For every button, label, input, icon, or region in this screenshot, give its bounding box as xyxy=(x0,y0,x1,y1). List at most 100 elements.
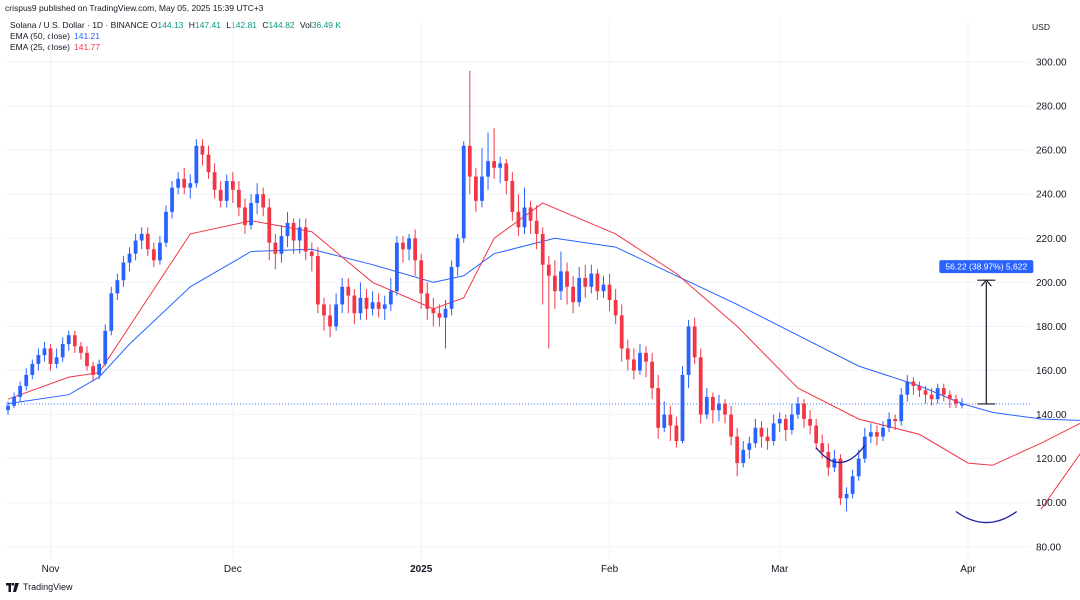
candle-body xyxy=(680,374,685,442)
y-tick-label: 300.00 xyxy=(1036,58,1067,69)
ema50-line xyxy=(7,237,1080,421)
candle-body xyxy=(322,304,326,316)
candle-body xyxy=(540,233,545,265)
candle-body xyxy=(48,348,53,364)
candle-body xyxy=(200,145,205,155)
ema50-legend-row[interactable]: EMA (50, close) 141.21 xyxy=(10,31,344,42)
candle-body xyxy=(875,432,879,437)
y-tick-label: 240.00 xyxy=(1036,190,1067,201)
ema25-value: 141.77 xyxy=(74,42,100,52)
candle-body xyxy=(668,414,673,426)
candle-body xyxy=(303,227,308,252)
candle-body xyxy=(899,394,904,422)
candle-body xyxy=(158,242,162,261)
candle-body xyxy=(929,394,934,400)
candle-body xyxy=(66,335,71,345)
candle-body xyxy=(170,187,174,212)
candle-body xyxy=(425,293,430,309)
candle-body xyxy=(510,181,515,212)
symbol-name[interactable]: Solana / U.S. Dollar · 1D · BINANCE xyxy=(10,20,149,30)
candle-body xyxy=(911,381,916,386)
y-tick-label: 140.00 xyxy=(1036,410,1067,421)
candle-body xyxy=(777,418,782,424)
candle-body xyxy=(237,189,241,208)
chart-legend: Solana / U.S. Dollar · 1D · BINANCE O 144… xyxy=(10,20,344,53)
candle-body xyxy=(516,211,521,228)
candle-body xyxy=(619,315,624,349)
candle-body xyxy=(455,238,460,267)
volume-key: Vol xyxy=(299,20,312,30)
candle-body xyxy=(698,357,703,415)
candle-body xyxy=(717,403,721,411)
candle-body xyxy=(309,251,314,256)
ema25-legend-row[interactable]: EMA (25, close) 141.77 xyxy=(10,42,344,53)
candle-body xyxy=(6,405,10,411)
candle-body xyxy=(650,361,654,389)
candle-body xyxy=(601,284,606,292)
candle-body xyxy=(194,145,199,184)
candle-body xyxy=(467,145,472,177)
candle-body xyxy=(783,418,788,430)
candle-body xyxy=(571,286,575,303)
candle-body xyxy=(431,308,436,314)
candle-body xyxy=(164,211,168,243)
footer-brand-text: TradingView xyxy=(23,582,73,592)
candle-body xyxy=(686,326,691,375)
candle-body xyxy=(115,280,120,294)
candle-body xyxy=(437,313,442,318)
candle-body xyxy=(486,161,490,177)
candle-body xyxy=(917,385,922,391)
close-value: 144.82 xyxy=(268,20,295,30)
candle-body xyxy=(625,348,630,360)
x-tick-label: Apr xyxy=(960,564,976,575)
candle-body xyxy=(656,388,661,428)
candle-body xyxy=(401,242,405,250)
candle-body xyxy=(662,414,667,428)
candle-body xyxy=(18,385,23,397)
candle-body xyxy=(552,275,557,292)
candle-body xyxy=(832,458,837,468)
candle-body xyxy=(243,207,247,226)
candle-body xyxy=(723,403,727,415)
candle-body xyxy=(881,427,885,437)
candle-body xyxy=(60,344,65,358)
candle-body xyxy=(692,326,697,358)
candle-body xyxy=(480,176,484,201)
candle-body xyxy=(729,414,733,437)
drawing-layer: 56.22 (38.97%) 5,622 xyxy=(815,260,1080,524)
measure-arrowhead xyxy=(980,279,992,287)
candle-body xyxy=(820,443,825,453)
candle-body xyxy=(273,242,278,254)
candle-body xyxy=(72,335,77,347)
tradingview-logo-icon xyxy=(6,582,19,592)
candle-body xyxy=(644,352,648,362)
candle-layer xyxy=(6,70,964,512)
candle-body xyxy=(954,399,958,404)
footer-brand[interactable]: TradingView xyxy=(6,582,73,592)
candle-body xyxy=(291,222,296,241)
y-tick-label: 200.00 xyxy=(1036,278,1067,289)
candle-body xyxy=(607,284,612,300)
candle-body xyxy=(395,242,399,292)
open-key: O xyxy=(150,20,158,30)
y-tick-label: 280.00 xyxy=(1036,102,1067,113)
candle-body xyxy=(613,300,618,316)
candle-body xyxy=(407,238,411,250)
x-tick-label: 2025 xyxy=(410,564,433,575)
candle-body xyxy=(97,363,102,375)
ema50-label: EMA (50, close) xyxy=(10,31,70,41)
candle-body xyxy=(182,178,187,188)
candle-body xyxy=(704,396,709,415)
candle-body xyxy=(449,266,454,309)
candle-body xyxy=(42,348,47,356)
candle-body xyxy=(710,396,715,411)
publisher-line: crispus9 published on TradingView.com, M… xyxy=(5,3,264,13)
candle-body xyxy=(735,436,740,464)
candle-body xyxy=(838,458,843,499)
candle-body xyxy=(36,355,41,364)
candle-body xyxy=(267,207,272,243)
candle-body xyxy=(808,418,812,426)
candle-body xyxy=(753,427,758,444)
candle-body xyxy=(492,161,496,168)
